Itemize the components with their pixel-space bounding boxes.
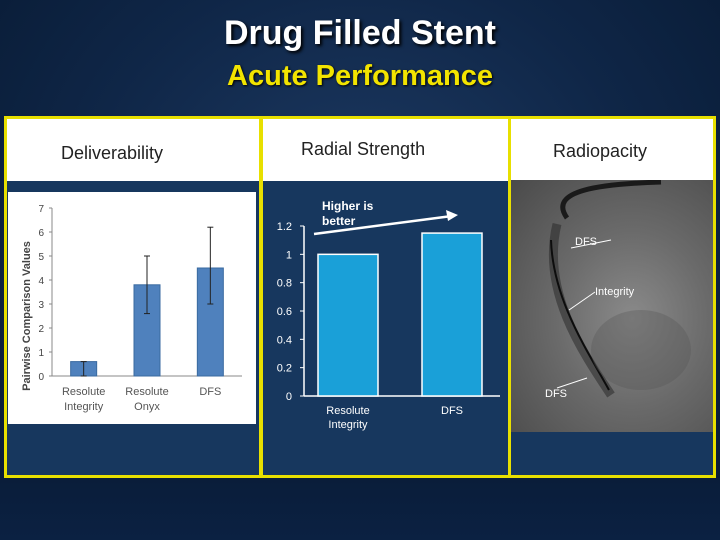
category-label: Resolute <box>125 386 168 398</box>
radiopacity-label: Radiopacity <box>553 141 648 161</box>
y-tick-label: 0.4 <box>277 334 292 346</box>
panel-header: Radiopacity <box>511 119 713 181</box>
radial-strength-label: Radial Strength <box>301 139 426 159</box>
y-tick-label: 6 <box>38 228 44 239</box>
bar <box>317 253 379 397</box>
y-tick-label: 1 <box>38 348 44 359</box>
stent-wire <box>550 239 610 391</box>
y-tick-label: 0.2 <box>277 363 292 375</box>
slide-title: Drug Filled Stent <box>224 14 496 52</box>
category-label: DFS <box>199 386 221 398</box>
radiopacity-xray-image: DFS Integrity DFS <box>511 180 713 432</box>
bar <box>421 232 483 397</box>
y-tick-label: 0 <box>38 372 44 383</box>
dfs-pointer-bottom <box>556 377 588 389</box>
trend-arrow <box>313 214 453 236</box>
vessel <box>548 222 615 398</box>
slide-subtitle: Acute Performance <box>227 60 493 92</box>
y-tick-label: 0.8 <box>277 278 292 290</box>
slide-footer-band <box>0 478 720 540</box>
heart-shadow <box>591 310 691 390</box>
dfs-label-bottom: DFS <box>545 388 567 400</box>
dfs-label-top: DFS <box>575 236 597 248</box>
xray-illustration <box>548 180 691 398</box>
panel-header: Radial Strength <box>263 119 509 181</box>
y-tick-label: 0.6 <box>277 306 292 318</box>
y-tick-label: 7 <box>38 204 44 215</box>
deliverability-chart: Pairwise Comparison Values 0 1 2 3 4 5 6 7 Resol… <box>8 192 256 424</box>
higher-is-better-note: Higher is better <box>322 199 374 228</box>
y-tick-label: 2 <box>38 324 44 335</box>
deliverability-label: Deliverability <box>61 143 164 163</box>
guide-wire <box>560 180 662 220</box>
arrow-head-icon <box>446 210 458 221</box>
integrity-label: Integrity <box>595 286 635 298</box>
integrity-pointer <box>568 291 596 311</box>
y-tick-label: 0 <box>286 391 292 403</box>
y-tick-label: 3 <box>38 300 44 311</box>
y-tick-label: 1 <box>286 249 292 261</box>
y-tick-label: 5 <box>38 252 44 263</box>
category-label: Resolute <box>326 405 369 417</box>
y-tick-label: 4 <box>38 276 44 287</box>
category-label: DFS <box>441 405 463 417</box>
panel-header: Deliverability <box>7 119 259 181</box>
category-label: Integrity <box>64 401 104 413</box>
y-axis-label: Pairwise Comparison Values <box>21 241 33 391</box>
category-label: Onyx <box>134 401 160 413</box>
radial-strength-chart: 0 0.2 0.4 0.6 0.8 1 1.2 Resolute Integrity DFS Hi… <box>277 199 500 431</box>
category-label: Resolute <box>62 386 105 398</box>
y-tick-label: 1.2 <box>277 221 292 233</box>
category-label: Integrity <box>328 419 368 431</box>
dfs-pointer-top <box>570 239 612 249</box>
